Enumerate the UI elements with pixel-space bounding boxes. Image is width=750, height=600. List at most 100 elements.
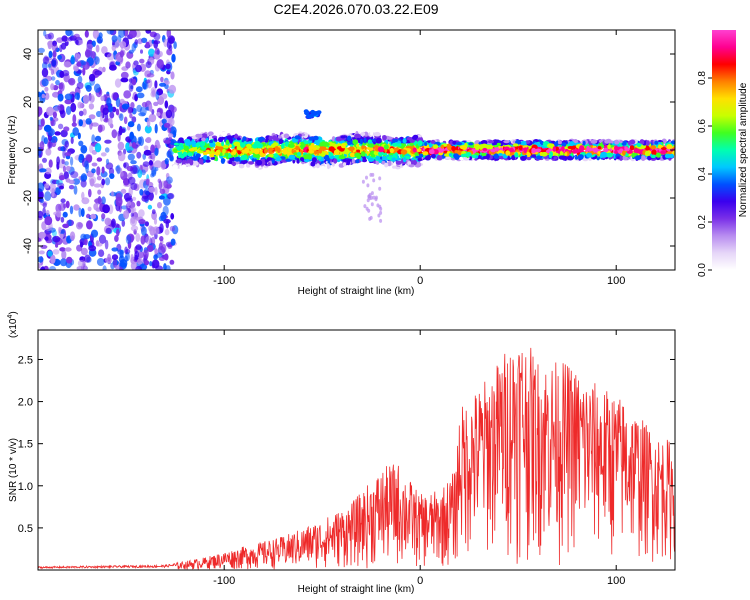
heatmap-cell [365,206,369,211]
heatmap-x-tick-label: -100 [213,275,235,287]
heatmap-cell [143,249,149,259]
heatmap-cell [44,191,52,202]
heatmap-cell [351,158,355,164]
heatmap-cell [415,148,422,152]
heatmap-cell [195,133,202,138]
heatmap-cell [65,151,72,156]
heatmap-cell [38,256,44,263]
heatmap-cell [45,209,50,216]
heatmap-cell [152,226,160,235]
heatmap-cell [41,78,49,87]
heatmap-cell [503,146,510,151]
heatmap-cell [553,152,559,156]
heatmap-cell [389,147,394,154]
heatmap-cell [151,209,156,215]
heatmap-cell [128,30,137,38]
heatmap-cell [429,149,435,155]
heatmap-cell [89,144,94,154]
heatmap-cell [128,176,136,185]
heatmap-cell [660,150,667,155]
heatmap-cell [396,143,402,147]
heatmap-cell [138,112,146,117]
heatmap-cell [242,136,247,142]
heatmap-cell [333,149,340,156]
heatmap-cell [73,65,79,72]
heatmap-cell [77,132,81,140]
heatmap-cell [44,167,52,175]
heatmap-cell [375,155,381,161]
heatmap-cell [634,155,642,161]
heatmap-cell [145,136,152,144]
heatmap-cell [52,235,61,243]
heatmap-cell [187,152,193,157]
heatmap-cell [348,146,355,152]
snr-y-tick-label: 0.5 [18,523,33,535]
heatmap-cell [277,135,282,139]
heatmap-cell [63,203,67,209]
heatmap-cell [318,147,323,154]
heatmap-cell [102,265,107,270]
heatmap-cell [169,225,176,232]
heatmap-cell [471,154,477,158]
heatmap-cell [70,171,79,179]
heatmap-cell [607,144,611,150]
heatmap-cell [125,61,131,69]
heatmap-cell [38,146,42,156]
heatmap-cell [412,136,418,140]
heatmap-cell [278,138,284,145]
heatmap-cell [173,41,177,49]
heatmap-cell [606,152,613,158]
heatmap-cell [661,147,667,151]
heatmap-cell [147,204,153,210]
heatmap-cell [64,99,73,105]
heatmap-cell [72,178,81,185]
heatmap-cell [85,84,92,92]
heatmap-cell [102,204,110,214]
heatmap-cell [84,160,90,169]
heatmap-cell [146,244,154,252]
heatmap-cell [272,135,277,141]
heatmap-cell [135,265,142,270]
heatmap-cell [107,117,113,127]
heatmap-cell [125,234,132,244]
heatmap-cell [136,151,142,159]
heatmap-cell [153,101,159,107]
heatmap-cell [214,150,221,156]
heatmap-cell [78,207,82,218]
heatmap-cell [316,110,322,115]
heatmap-cell [568,141,575,147]
heatmap-cell [366,183,370,188]
heatmap-cell [63,126,70,132]
heatmap-cell [308,149,315,154]
heatmap-cell [60,216,65,223]
heatmap-cell [273,153,279,159]
heatmap-cell [138,219,146,225]
heatmap-cell [134,250,140,260]
heatmap-cell [50,83,55,91]
heatmap-cell [367,194,371,199]
heatmap-cell [157,144,161,149]
heatmap-cell [88,176,97,184]
heatmap-cell [303,140,309,144]
heatmap-cell [77,75,83,84]
heatmap-cell [54,131,61,136]
heatmap-cell [153,217,158,225]
heatmap-cell [482,147,488,152]
heatmap-cell [342,162,347,167]
heatmap-cell [343,150,350,155]
heatmap-cell [307,153,312,160]
heatmap-cell [377,146,385,153]
heatmap-cell [141,101,148,108]
heatmap-cell [45,226,52,232]
heatmap-cell [417,140,423,147]
heatmap-cell [132,196,137,201]
heatmap-cell [44,216,53,226]
heatmap-cell [256,143,263,149]
heatmap-cell [566,155,573,161]
heatmap-cell [52,50,57,58]
heatmap-cell [181,164,187,171]
heatmap-cell [62,149,66,159]
heatmap-cell [121,128,126,133]
heatmap-cell [370,202,374,207]
heatmap-cell [91,134,96,144]
